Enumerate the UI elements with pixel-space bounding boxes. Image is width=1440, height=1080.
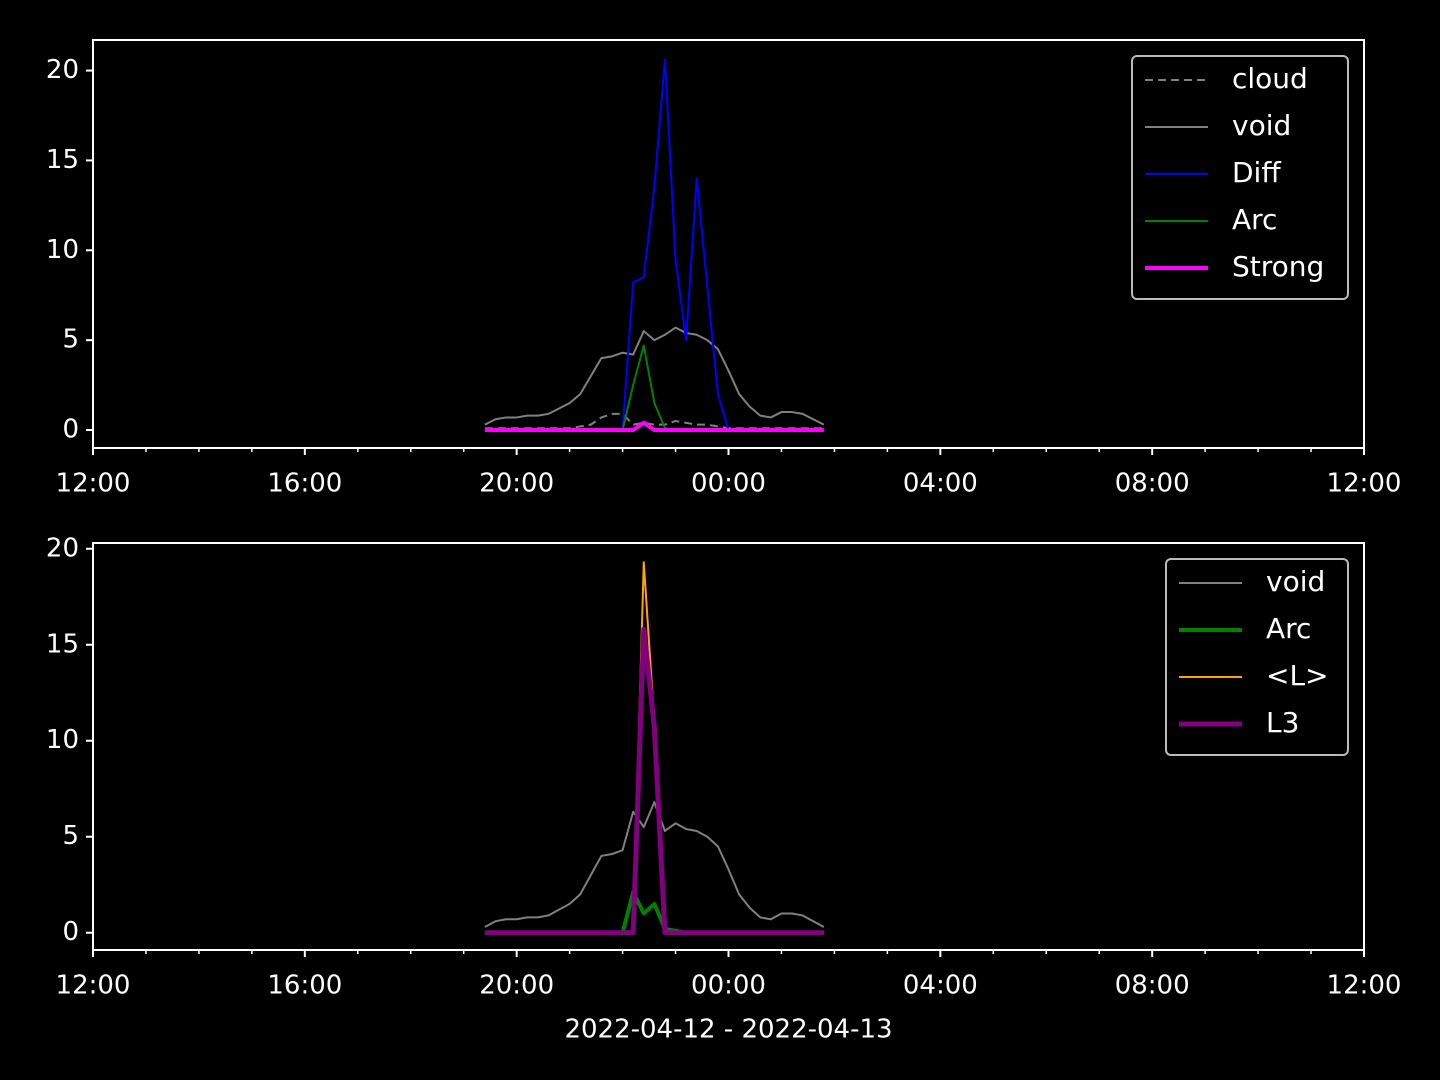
y-tick-label: 10 — [46, 725, 79, 755]
data-line — [484, 626, 824, 936]
y-tick-label: 5 — [62, 821, 79, 851]
legend-frame — [1165, 558, 1349, 756]
plot-area — [484, 58, 825, 433]
x-tick-label: 16:00 — [267, 971, 342, 1001]
x-axis-label: 2022-04-12 - 2022-04-13 — [564, 1015, 892, 1045]
legend-label: Strong — [1232, 250, 1324, 283]
y-tick-label: 0 — [62, 415, 79, 445]
y-tick-label: 10 — [46, 235, 79, 265]
x-tick-label: 00:00 — [691, 971, 766, 1001]
data-line — [484, 420, 824, 433]
y-tick-label: 5 — [62, 325, 79, 355]
x-tick-label: 20:00 — [479, 469, 554, 499]
subplot: 0 5 10 15 20 12:00 16:00 20:00 00:00 04:00 08:00 12… — [46, 533, 1402, 1044]
x-tick-label: 08:00 — [1115, 971, 1190, 1001]
legend: cloud void Diff Arc Strong — [1131, 55, 1349, 300]
x-tick-label: 12:00 — [56, 469, 131, 499]
legend: void Arc <L> L3 — [1165, 558, 1349, 756]
legend-label: Diff — [1232, 156, 1281, 189]
legend-label: void — [1232, 109, 1291, 142]
x-tick-label: 04:00 — [903, 469, 978, 499]
x-tick-label: 12:00 — [1327, 971, 1402, 1001]
y-tick-label: 15 — [46, 145, 79, 175]
x-tick-label: 16:00 — [267, 469, 342, 499]
legend-label: void — [1266, 565, 1325, 598]
data-line — [484, 326, 825, 426]
legend-label: cloud — [1232, 62, 1308, 95]
legend-label: Arc — [1266, 612, 1311, 645]
y-tick-label: 0 — [62, 917, 79, 947]
legend-label: Arc — [1232, 203, 1277, 236]
y-tick-label: 15 — [46, 629, 79, 659]
x-tick-label: 04:00 — [903, 971, 978, 1001]
data-line — [484, 801, 825, 928]
plot-area — [484, 561, 825, 936]
x-tick-label: 12:00 — [1327, 469, 1402, 499]
legend-label: <L> — [1266, 659, 1329, 692]
subplot: 0 5 10 15 20 12:00 16:00 20:00 00:00 04:00 08:00 12… — [46, 39, 1402, 499]
y-tick-label: 20 — [46, 533, 79, 563]
x-tick-label: 12:00 — [56, 971, 131, 1001]
x-tick-label: 20:00 — [479, 971, 554, 1001]
x-tick-label: 00:00 — [691, 469, 766, 499]
legend-label: L3 — [1266, 706, 1299, 739]
x-tick-label: 08:00 — [1115, 469, 1190, 499]
y-tick-label: 20 — [46, 55, 79, 85]
legend-frame — [1131, 55, 1349, 300]
